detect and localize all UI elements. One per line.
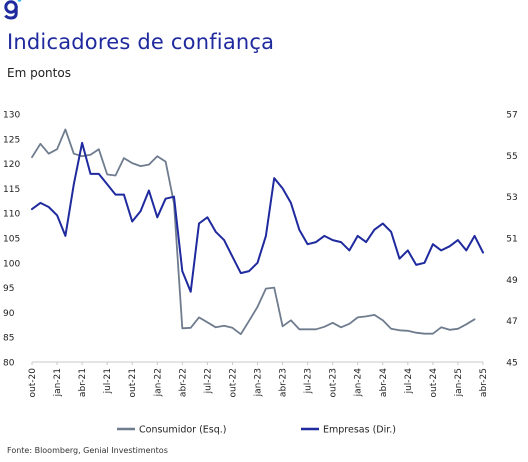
chart-subtitle: Em pontos	[7, 66, 71, 80]
x-tick-label: jul-23	[304, 368, 314, 394]
x-tick-label: jul-21	[103, 368, 113, 394]
y-axis-right-ticks: 45 47 49 51 53 55 57	[506, 111, 518, 369]
x-tick-label: jul-24	[404, 368, 414, 395]
x-tick-label: out-22	[228, 368, 238, 397]
y-left-tick-label: 105	[3, 235, 20, 245]
y-left-tick-label: 85	[3, 334, 14, 344]
x-tick-label: abr-24	[379, 368, 389, 397]
x-tick-label: abr-25	[479, 368, 489, 397]
x-tick-label: out-24	[429, 368, 439, 398]
y-left-tick-label: 90	[3, 309, 15, 319]
y-left-tick-label: 80	[3, 359, 15, 369]
series-line-empresas	[31, 141, 484, 293]
x-tick-label: jan-21	[53, 368, 63, 397]
y-left-tick-label: 110	[3, 210, 20, 220]
chart-legend: Consumidor (Esq.) Empresas (Dir.)	[117, 425, 396, 436]
x-tick-label: jan-23	[254, 368, 264, 397]
y-axis-left-ticks: 80 85 90 95 100 105 110 115 120 125 130	[3, 111, 20, 369]
x-axis-ticks: out-20 jan-21 abr-21 jul-21 out-21 jan-22 abr-…	[28, 362, 489, 397]
y-left-tick-label: 120	[3, 160, 20, 170]
x-tick-label: out-21	[128, 368, 138, 397]
x-tick-label: jan-22	[153, 368, 163, 397]
series-lines	[31, 128, 484, 336]
genial-logo-icon	[4, 0, 22, 20]
y-right-tick-label: 55	[506, 152, 517, 162]
legend-label: Empresas (Dir.)	[323, 425, 396, 436]
x-tick-label: jan-25	[454, 368, 464, 397]
x-tick-label: jan-24	[354, 368, 364, 398]
x-tick-label: out-23	[329, 368, 339, 397]
x-tick-label: out-20	[28, 368, 38, 398]
y-left-tick-label: 100	[3, 259, 20, 269]
y-left-tick-label: 125	[3, 135, 20, 145]
y-right-tick-label: 45	[506, 359, 517, 369]
series-line-consumidor	[31, 128, 476, 336]
source-note: Fonte: Bloomberg, Genial Investimentos	[7, 446, 168, 455]
y-left-tick-label: 115	[3, 185, 20, 195]
y-right-tick-label: 57	[506, 111, 517, 121]
y-left-tick-label: 95	[3, 284, 14, 294]
legend-label: Consumidor (Esq.)	[139, 425, 227, 436]
y-right-tick-label: 49	[506, 276, 518, 286]
y-right-tick-label: 51	[506, 235, 517, 245]
x-tick-label: abr-23	[279, 368, 289, 397]
y-right-tick-label: 53	[506, 193, 517, 203]
x-tick-label: jul-22	[203, 368, 213, 394]
y-left-tick-label: 130	[3, 111, 20, 121]
x-tick-label: abr-21	[78, 368, 88, 397]
y-right-tick-label: 47	[506, 317, 517, 327]
page-title: Indicadores de confiança	[7, 30, 275, 54]
x-tick-label: abr-22	[178, 368, 188, 397]
